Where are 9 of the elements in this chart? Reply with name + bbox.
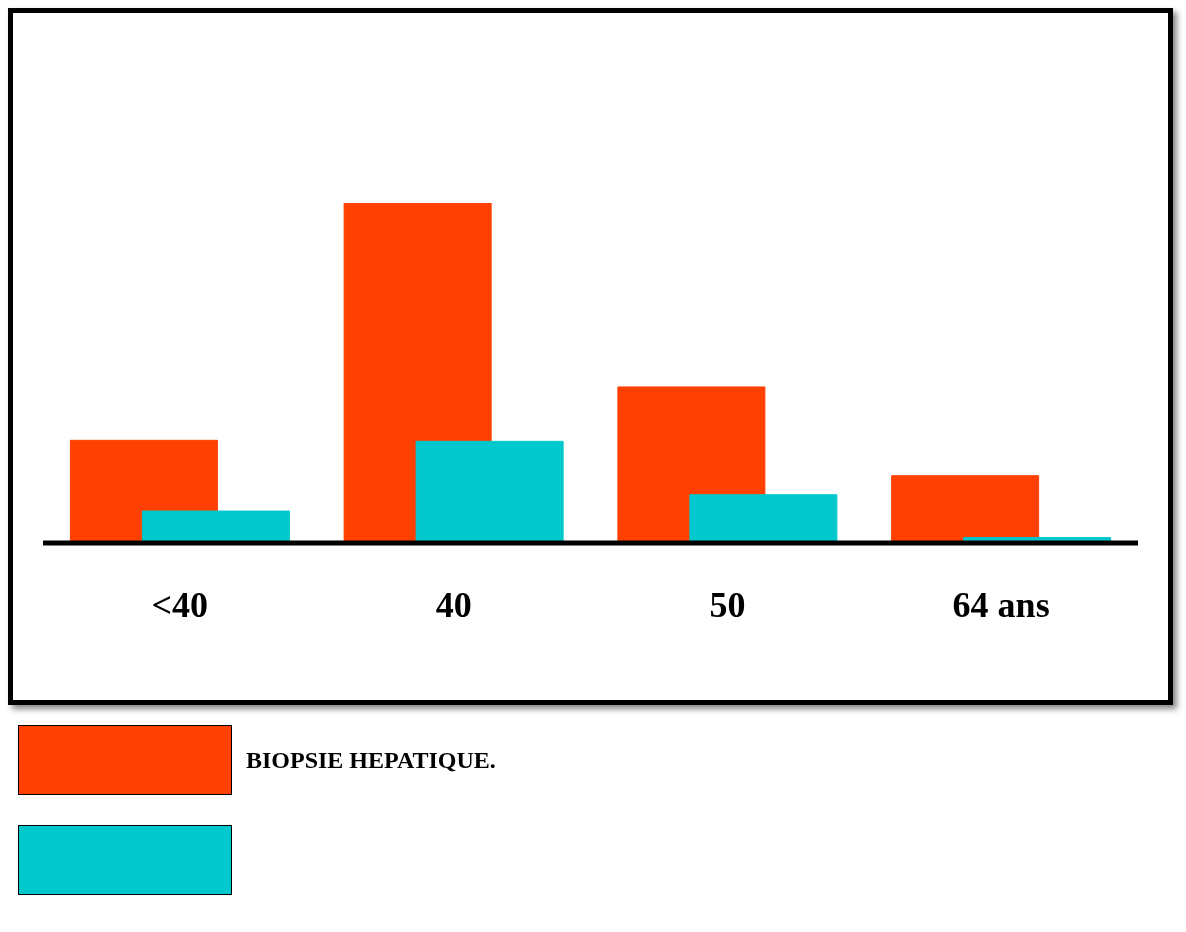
text: BIOPSIE HEPATIQUE. <box>246 746 496 774</box>
x-tick-label: 64 ans <box>952 584 1050 625</box>
x-tick-label: 50 <box>709 584 746 625</box>
x-tick-label: 40 <box>435 584 472 625</box>
bar <box>415 440 564 543</box>
bar <box>141 510 290 543</box>
bar <box>689 494 838 543</box>
x-tick-label: <40 <box>151 584 209 625</box>
bar <box>891 475 1040 543</box>
